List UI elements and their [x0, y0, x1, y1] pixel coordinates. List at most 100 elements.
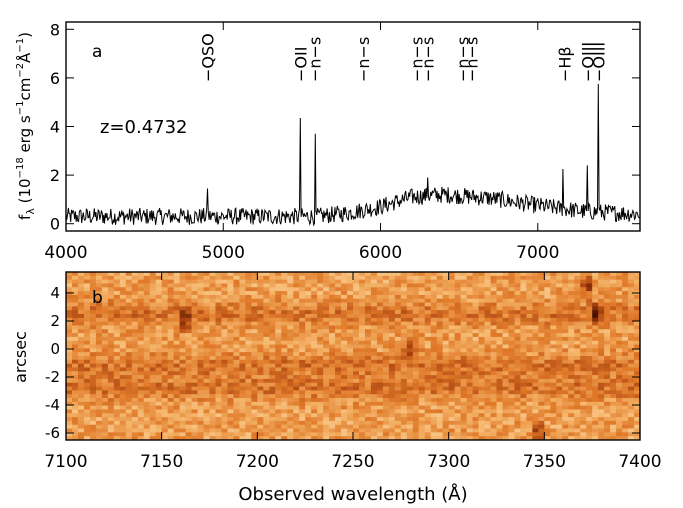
heatmap-cell [382, 336, 390, 342]
heatmap-cell [149, 279, 157, 284]
heatmap-cell [484, 317, 491, 323]
heatmap-cell [197, 294, 204, 300]
heatmap-cell [388, 375, 396, 380]
heatmap-cell [604, 294, 611, 300]
heatmap-cell [586, 325, 593, 330]
heatmap-cell [382, 424, 390, 429]
heatmap-cell [430, 390, 438, 395]
heatmap-cell [251, 424, 258, 429]
heatmap-cell [281, 375, 288, 380]
heatmap-cell [526, 306, 533, 311]
heatmap-cell [436, 390, 444, 395]
heatmap-cell [424, 359, 432, 365]
heatmap-cell [478, 340, 485, 345]
heatmap-cell [209, 367, 216, 372]
heatmap-cell [203, 371, 210, 376]
heatmap-cell [394, 283, 402, 288]
heatmap-cell [382, 325, 390, 330]
heatmap-cell [364, 375, 372, 380]
heatmap-cell [257, 363, 264, 368]
heatmap-cell [275, 291, 282, 296]
heatmap-cell [406, 333, 414, 338]
heatmap-cell [203, 287, 210, 292]
heatmap-cell [514, 310, 521, 315]
heatmap-cell [580, 333, 587, 338]
heatmap-cell [628, 348, 635, 353]
heatmap-cell [155, 329, 163, 334]
heatmap-cell [293, 329, 300, 334]
heatmap-cell [502, 420, 509, 426]
heatmap-cell [269, 344, 276, 349]
heatmap-cell [526, 294, 533, 300]
heatmap-cell [598, 306, 605, 311]
heatmap-cell [610, 390, 617, 395]
heatmap-cell [598, 371, 605, 376]
heatmap-cell [496, 314, 503, 319]
heatmap-cell [161, 287, 169, 292]
heatmap-cell [251, 401, 258, 407]
heatmap-cell [412, 398, 420, 403]
heatmap-cell [526, 394, 533, 399]
heatmap-cell [520, 367, 527, 372]
heatmap-cell [562, 405, 569, 410]
heatmap-cell [209, 325, 216, 330]
heatmap-cell [394, 375, 402, 380]
heatmap-cell [550, 398, 557, 403]
heatmap-cell [95, 306, 103, 311]
heatmap-cell [550, 413, 557, 418]
heatmap-cell [454, 363, 462, 368]
heatmap-cell [604, 359, 611, 365]
heatmap-cell [424, 367, 432, 372]
heatmap-cell [430, 279, 438, 284]
heatmap-cell [275, 401, 282, 407]
heatmap-cell [364, 314, 372, 319]
heatmap-cell [460, 314, 468, 319]
heatmap-cell [484, 298, 491, 303]
heatmap-cell [550, 375, 557, 380]
heatmap-cell [89, 409, 97, 414]
heatmap-cell [329, 317, 336, 323]
heatmap-cell [347, 306, 354, 311]
heatmap-cell [77, 352, 85, 357]
heatmap-cell [466, 436, 473, 441]
heatmap-cell [466, 428, 473, 433]
heatmap-cell [436, 272, 444, 277]
heatmap-cell [448, 321, 456, 326]
heatmap-cell [317, 363, 324, 368]
heatmap-cell [496, 367, 503, 372]
y-label-sub: λ [24, 208, 37, 215]
heatmap-cell [616, 344, 623, 349]
heatmap-cell [215, 333, 222, 338]
heatmap-cell [562, 375, 569, 380]
heatmap-cell [538, 401, 545, 407]
heatmap-cell [155, 420, 163, 426]
heatmap-cell [155, 306, 163, 311]
heatmap-cell [311, 409, 318, 414]
heatmap-cell [436, 279, 444, 284]
heatmap-cell [155, 302, 163, 307]
heatmap-cell [161, 382, 169, 387]
heatmap-cell [436, 336, 444, 342]
heatmap-cell [520, 386, 527, 391]
heatmap-cell [149, 317, 157, 323]
heatmap-cell [454, 375, 462, 380]
heatmap-cell [580, 394, 587, 399]
heatmap-cell [460, 329, 468, 334]
heatmap-cell [203, 317, 210, 323]
heatmap-cell [556, 378, 563, 384]
heatmap-cell [287, 336, 294, 342]
heatmap-cell [209, 333, 216, 338]
heatmap-cell [568, 325, 575, 330]
heatmap-cell [436, 398, 444, 403]
heatmap-cell [323, 317, 330, 323]
heatmap-cell [203, 386, 210, 391]
heatmap-cell [532, 314, 539, 319]
heatmap-cell [490, 390, 497, 395]
heatmap-cell [412, 314, 420, 319]
heatmap-cell [329, 417, 336, 422]
heatmap-cell [347, 378, 354, 384]
heatmap-cell [370, 348, 378, 353]
heatmap-cell [478, 272, 485, 277]
heatmap-cell [568, 321, 575, 326]
heatmap-cell [478, 275, 485, 281]
